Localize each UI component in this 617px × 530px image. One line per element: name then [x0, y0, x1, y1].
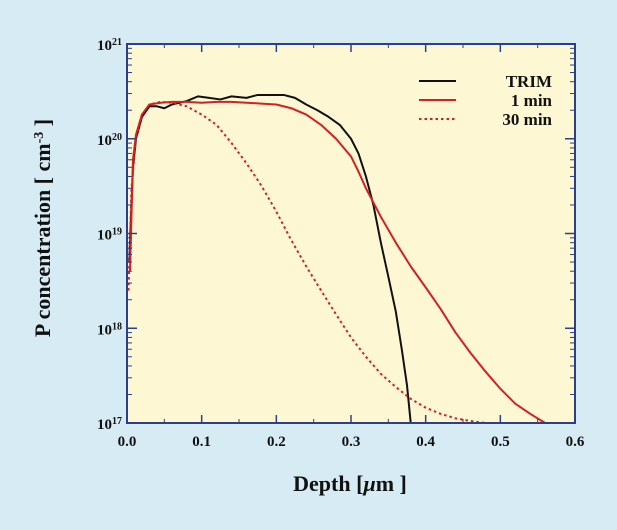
- y-tick-label-2: 1019: [97, 226, 122, 244]
- ticks-layer: 0.0 0.1 0.2 0.3 0.4 0.5 0.6 1017 1018 1019 1020 102…: [97, 37, 585, 451]
- legend-label-0: TRIM: [506, 72, 552, 91]
- y-axis-title: P concentration [ cm-3 ]: [30, 119, 55, 337]
- y-tick-label-0: 1017: [97, 416, 122, 434]
- x-tick-label-0: 0.0: [118, 434, 137, 450]
- legend-label-2: 30 min: [502, 110, 552, 129]
- x-tick-label-1: 0.1: [192, 434, 211, 450]
- y-tick-label-4: 1021: [97, 37, 122, 55]
- x-tick-label-4: 0.4: [416, 434, 435, 450]
- x-axis-title: Depth [μm ]: [293, 471, 407, 496]
- x-tick-label-6: 0.6: [566, 434, 585, 450]
- x-tick-label-2: 0.2: [267, 434, 286, 450]
- y-tick-label-3: 1020: [97, 131, 122, 149]
- series-line-0: [128, 93, 412, 424]
- plot-area: [127, 44, 575, 423]
- x-tick-label-3: 0.3: [342, 434, 361, 450]
- x-tick-label-5: 0.5: [491, 434, 510, 450]
- y-tick-label-1: 1018: [97, 321, 122, 339]
- legend-label-1: 1 min: [511, 91, 553, 110]
- series-layer: [127, 93, 546, 424]
